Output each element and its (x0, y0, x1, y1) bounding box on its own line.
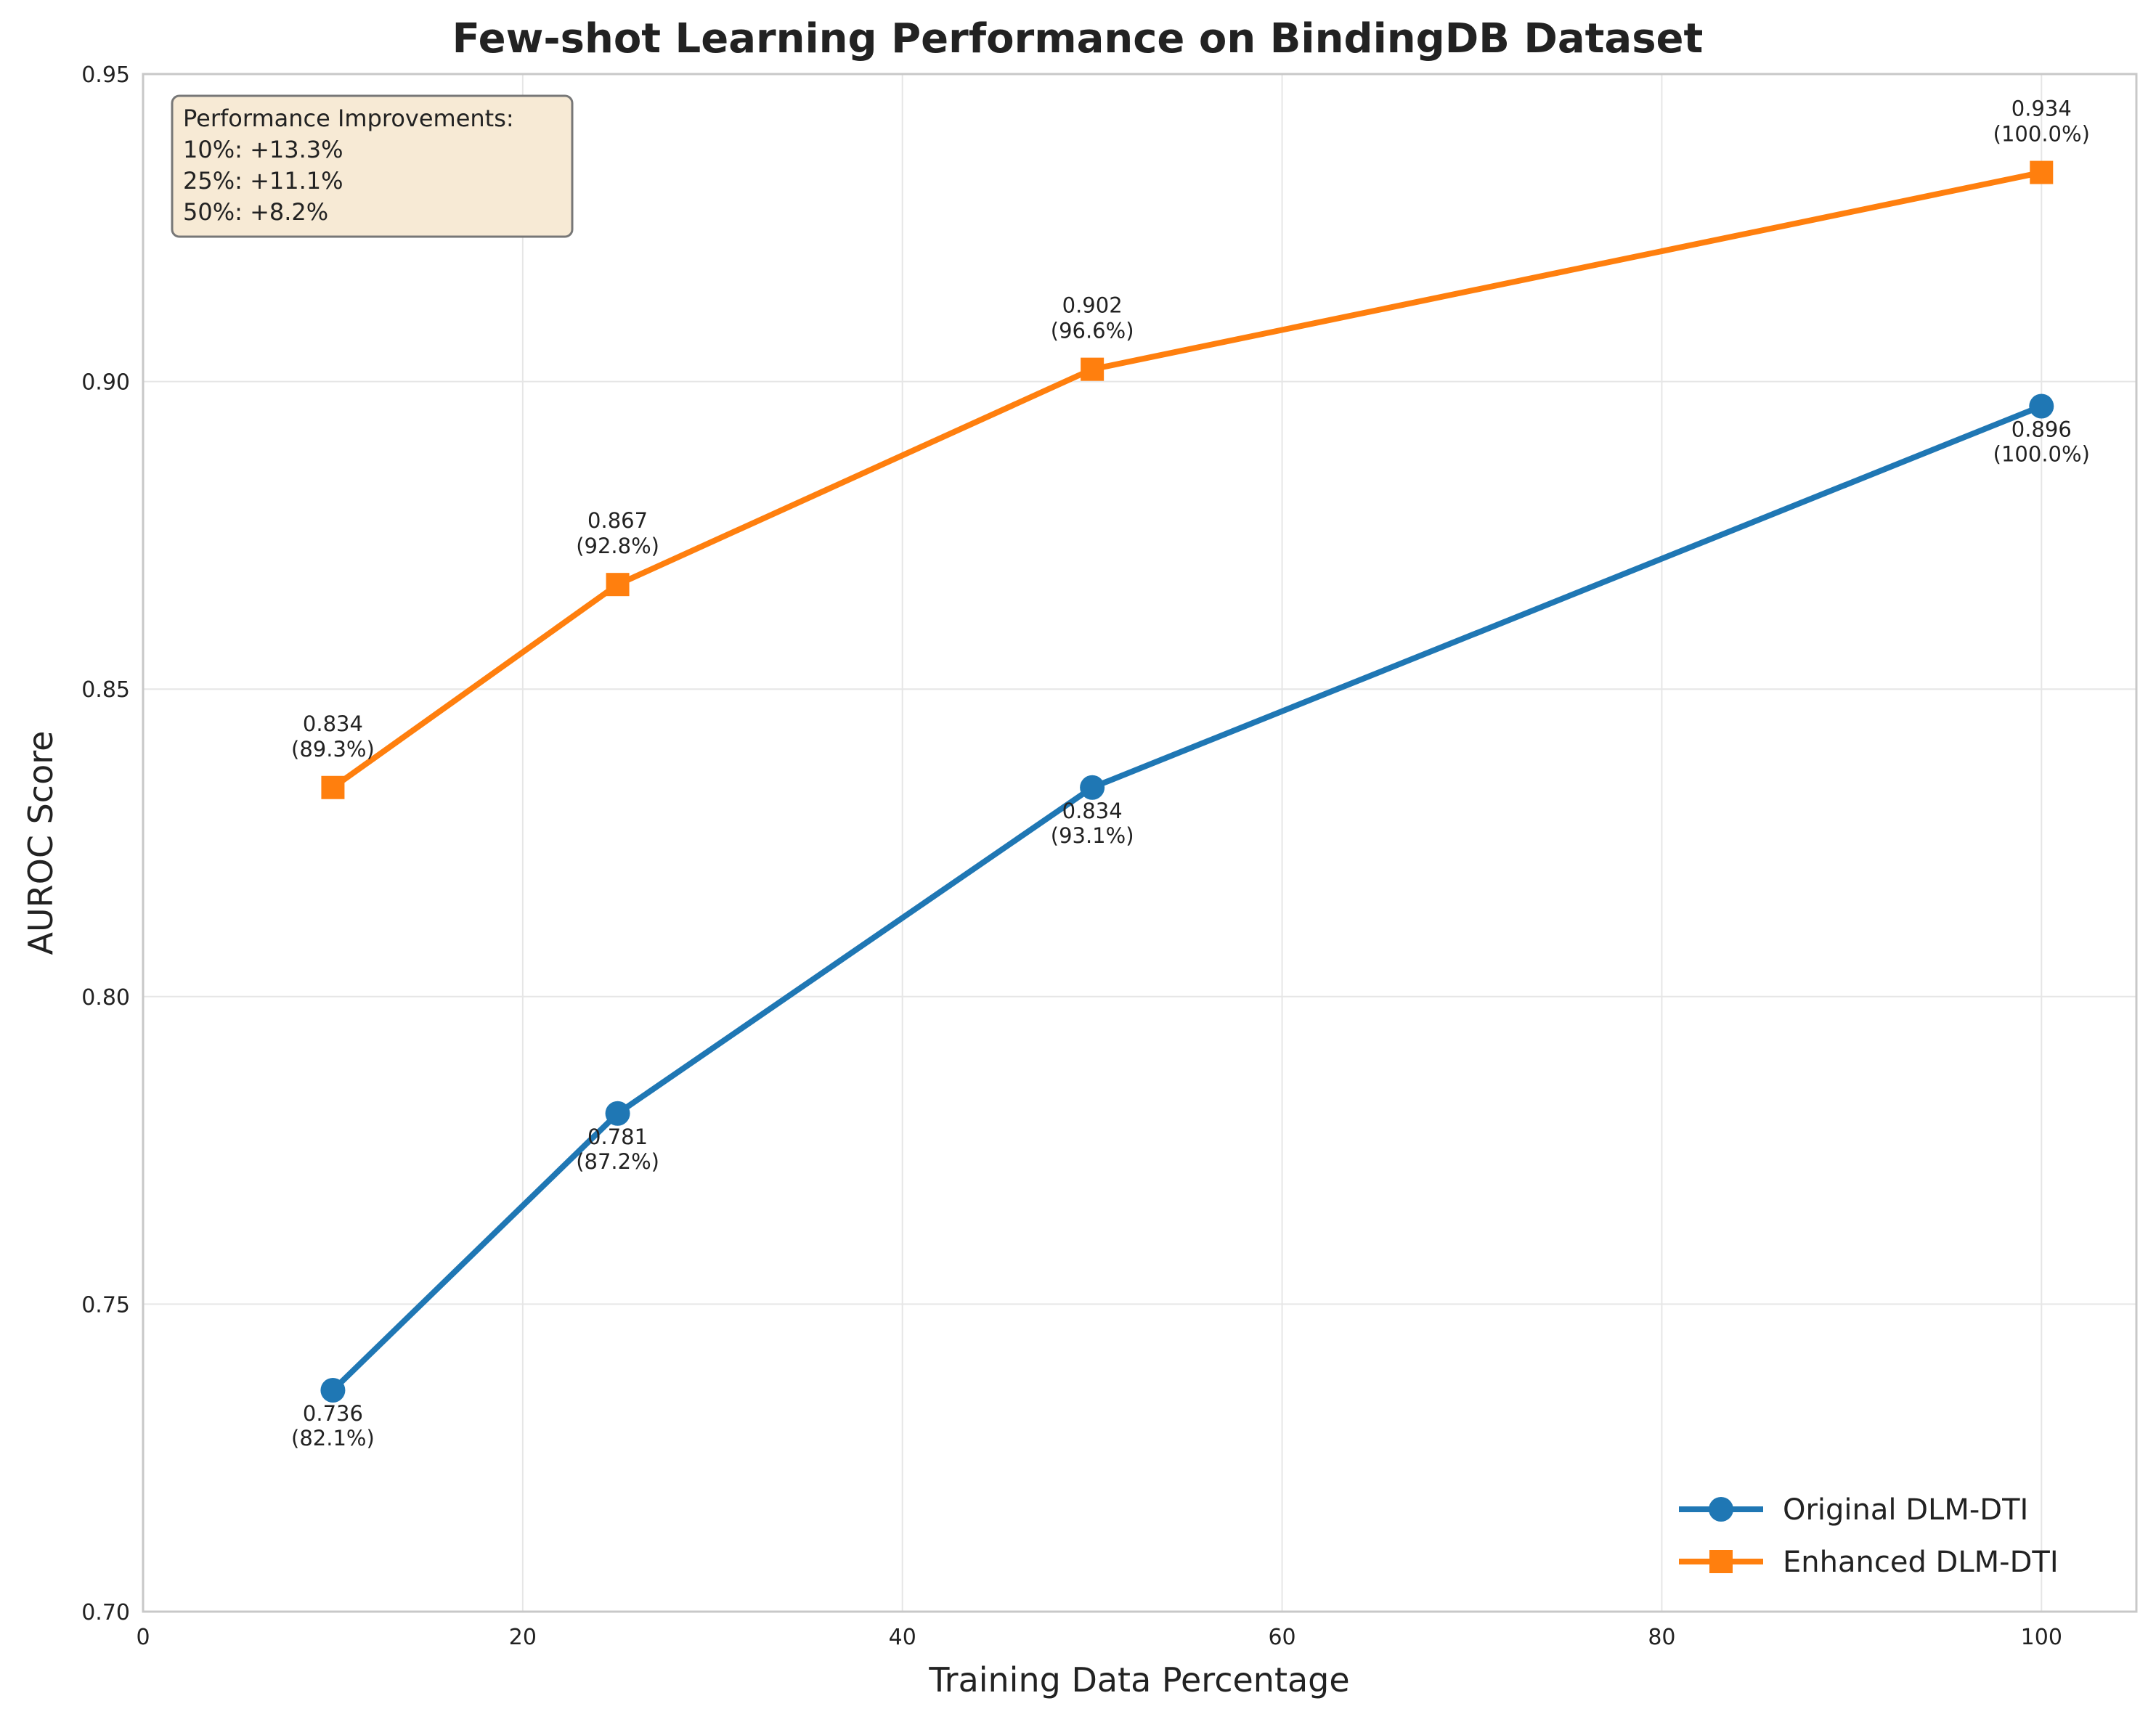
chart-title: Few-shot Learning Performance on Binding… (452, 15, 1704, 62)
series-original-dlm-dti: 0.736(82.1%)0.781(87.2%)0.834(93.1%)0.89… (291, 393, 2090, 1450)
data-point (320, 1378, 346, 1403)
y-tick-label: 0.80 (81, 985, 130, 1011)
y-axis-label: AUROC Score (21, 731, 60, 955)
info-box-line: Performance Improvements: (183, 105, 514, 132)
series-line (330, 169, 2045, 791)
x-tick-label: 0 (136, 1625, 150, 1650)
data-point (606, 573, 630, 597)
info-box-background (171, 94, 574, 238)
data-point (321, 775, 345, 799)
data-label-percent: (96.6%) (1051, 319, 1134, 343)
data-label-percent: (82.1%) (291, 1426, 375, 1450)
legend-label: Original DLM-DTI (1783, 1493, 2028, 1527)
info-box-line: 10%: +13.3% (183, 136, 343, 163)
data-label-value: 0.896 (2011, 417, 2072, 441)
series-line (330, 403, 2045, 1394)
x-tick-label: 60 (1268, 1625, 1295, 1650)
legend-label: Enhanced DLM-DTI (1783, 1546, 2059, 1579)
data-label-percent: (87.2%) (576, 1149, 659, 1174)
data-point (1080, 775, 1105, 800)
ticks: 0 20 40 60 80 100 0.70 0.75 0.80 0.85 0.90 0.95 (81, 62, 2062, 1650)
legend: Original DLM-DTI Enhanced DLM-DTI (1679, 1493, 2059, 1579)
series-layer: 0.736(82.1%)0.781(87.2%)0.834(93.1%)0.89… (291, 97, 2090, 1450)
data-label-value: 0.867 (587, 508, 648, 533)
info-box-line: 25%: +11.1% (183, 167, 343, 195)
series-enhanced-dlm-dti: 0.834(89.3%) 0.867(92.8%) 0.902(96.6%) 0.93… (291, 97, 2090, 799)
legend-item: Enhanced DLM-DTI (1679, 1546, 2059, 1579)
data-label-value: 0.934 (2011, 97, 2072, 121)
data-label-value: 0.834 (303, 711, 363, 736)
x-tick-label: 80 (1648, 1625, 1675, 1650)
data-label-percent: (100.0%) (1993, 441, 2090, 466)
data-point (605, 1101, 630, 1126)
plot-background (143, 74, 2136, 1612)
y-tick-label: 0.85 (81, 677, 130, 703)
info-box-line: 50%: +8.2% (183, 198, 328, 226)
legend-marker (1709, 1550, 1733, 1573)
performance-improvements-box: Performance Improvements: 10%: +13.3% 25… (171, 94, 574, 238)
data-point (1081, 357, 1105, 381)
plot-frame (142, 73, 2138, 1613)
x-tick-label: 20 (509, 1625, 537, 1650)
x-tick-label: 100 (2021, 1625, 2062, 1650)
data-label-percent: (100.0%) (1993, 122, 2090, 147)
y-tick-label: 0.90 (81, 370, 130, 396)
data-label-value: 0.736 (303, 1401, 363, 1426)
data-point (2030, 160, 2054, 184)
data-label-percent: (89.3%) (291, 737, 375, 762)
data-label-value: 0.902 (1062, 293, 1123, 318)
y-tick-label: 0.70 (81, 1600, 130, 1625)
data-label-percent: (92.8%) (576, 534, 659, 558)
legend-item: Original DLM-DTI (1679, 1493, 2028, 1527)
data-label-percent: (93.1%) (1051, 823, 1134, 848)
x-tick-label: 40 (889, 1625, 916, 1650)
y-tick-label: 0.95 (81, 62, 130, 88)
x-axis-label: Training Data Percentage (928, 1660, 1349, 1699)
data-point (2029, 393, 2054, 419)
legend-marker (1709, 1497, 1733, 1522)
data-label-value: 0.834 (1062, 799, 1123, 823)
y-tick-label: 0.75 (81, 1292, 130, 1318)
data-label-value: 0.781 (587, 1125, 648, 1149)
